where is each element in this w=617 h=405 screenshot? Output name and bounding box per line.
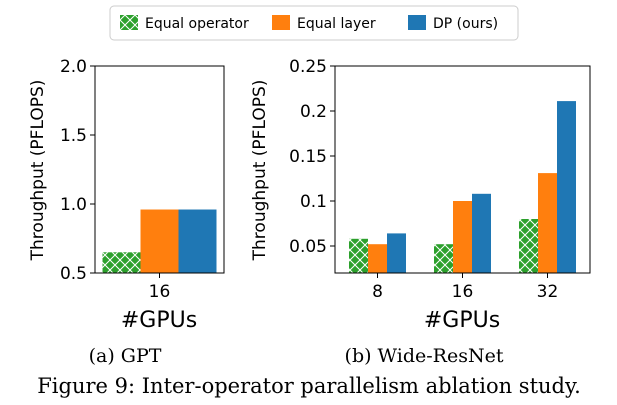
legend-frame bbox=[109, 5, 519, 41]
subfigure-caption-gpt: (a) GPT bbox=[89, 345, 162, 367]
bar-hatch-wide-resnet-16 bbox=[434, 244, 453, 273]
bar-wide-resnet-dp-ours-32 bbox=[557, 101, 576, 273]
bar-gpt-dp-ours-16 bbox=[178, 209, 217, 273]
legend-label-equal-operator: Equal operator bbox=[145, 16, 249, 32]
legend-swatch-dp bbox=[408, 15, 426, 30]
legend-swatch-equal-operator-hatch bbox=[120, 15, 138, 30]
x-tick-label: 16 bbox=[452, 282, 474, 302]
y-tick-label: 0.5 bbox=[60, 264, 87, 284]
y-tick-label: 0.05 bbox=[289, 237, 327, 257]
x-axis-label-gpt: #GPUs bbox=[121, 308, 197, 333]
x-tick-label: 32 bbox=[537, 282, 559, 302]
bar-hatch-wide-resnet-8 bbox=[349, 238, 368, 273]
legend-swatch-equal-layer bbox=[272, 15, 290, 30]
plot-frame-gpt bbox=[94, 65, 225, 274]
y-tick-label: 0.2 bbox=[300, 102, 327, 122]
bar-hatch-gpt-16 bbox=[102, 252, 141, 273]
bars-wide-resnet bbox=[349, 101, 576, 273]
y-tick-label: 0.1 bbox=[300, 192, 327, 212]
y-tick-label: 0.25 bbox=[289, 57, 327, 77]
y-tick-label: 1.5 bbox=[60, 126, 87, 146]
legend: Equal operator Equal layer DP (ours) bbox=[109, 5, 519, 41]
x-tick-label: 8 bbox=[372, 282, 383, 302]
bar-gpt-equal-layer-16 bbox=[140, 209, 179, 273]
y-tick-label: 0.15 bbox=[289, 147, 327, 167]
figure-caption: Figure 9: Inter-operator parallelism abl… bbox=[37, 374, 581, 398]
bar-wide-resnet-dp-ours-16 bbox=[472, 193, 491, 273]
y-tick-label: 2.0 bbox=[60, 57, 87, 77]
y-ticks-gpt: 0.5 1.0 1.5 2.0 bbox=[60, 57, 95, 284]
chart-wide-resnet: 0.05 0.1 0.15 0.2 0.25 8 16 32 Throughput (PFL… bbox=[250, 57, 591, 367]
x-tick-label: 16 bbox=[149, 282, 171, 302]
bar-wide-resnet-equal-layer-32 bbox=[538, 173, 557, 273]
bar-hatch-wide-resnet-32 bbox=[519, 219, 538, 273]
y-axis-label-wide-resnet: Throughput (PFLOPS) bbox=[250, 80, 270, 262]
legend-label-equal-layer: Equal layer bbox=[297, 16, 376, 32]
bar-wide-resnet-equal-layer-16 bbox=[453, 201, 472, 273]
x-ticks-gpt: 16 bbox=[149, 273, 171, 302]
plot-frame-wide-resnet bbox=[334, 65, 591, 274]
chart-gpt: 0.5 1.0 1.5 2.0 16 Throughput (PFLOPS) #GPU… bbox=[28, 57, 225, 367]
subfigure-caption-wide-resnet: (b) Wide-ResNet bbox=[345, 345, 504, 367]
bar-wide-resnet-dp-ours-8 bbox=[387, 233, 406, 273]
x-ticks-wide-resnet: 8 16 32 bbox=[372, 273, 558, 302]
y-axis-label-gpt: Throughput (PFLOPS) bbox=[28, 80, 48, 262]
bars-gpt bbox=[102, 209, 217, 273]
y-tick-label: 1.0 bbox=[60, 195, 87, 215]
bar-wide-resnet-equal-layer-8 bbox=[368, 244, 387, 273]
y-ticks-wide-resnet: 0.05 0.1 0.15 0.2 0.25 bbox=[289, 57, 335, 257]
x-axis-label-wide-resnet: #GPUs bbox=[424, 308, 500, 333]
legend-label-dp: DP (ours) bbox=[433, 16, 498, 32]
